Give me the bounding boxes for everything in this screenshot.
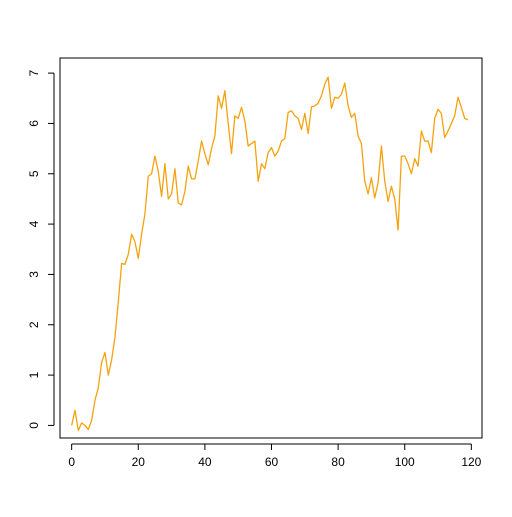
x-tick-label: 120 <box>461 455 481 469</box>
plot-frame <box>59 57 483 439</box>
x-tick-label: 20 <box>132 455 146 469</box>
x-tick-label: 100 <box>395 455 415 469</box>
y-tick-label: 7 <box>27 69 41 76</box>
y-tick-label: 2 <box>27 321 41 328</box>
y-axis: 0 1 2 3 4 5 6 7 <box>27 69 55 429</box>
y-tick-label: 6 <box>27 120 41 127</box>
y-tick-label: 4 <box>27 220 41 227</box>
x-tick-label: 40 <box>198 455 212 469</box>
x-tick-label: 0 <box>68 455 75 469</box>
y-tick-label: 1 <box>27 371 41 378</box>
y-tick-label: 0 <box>27 422 41 429</box>
y-tick-label: 3 <box>27 271 41 278</box>
x-tick-label: 60 <box>265 455 279 469</box>
x-tick-label: 80 <box>331 455 345 469</box>
series-line <box>71 76 469 432</box>
x-axis: 0 20 40 60 80 100 120 <box>68 443 482 469</box>
series-layer <box>71 76 469 432</box>
y-tick-label: 5 <box>27 170 41 177</box>
